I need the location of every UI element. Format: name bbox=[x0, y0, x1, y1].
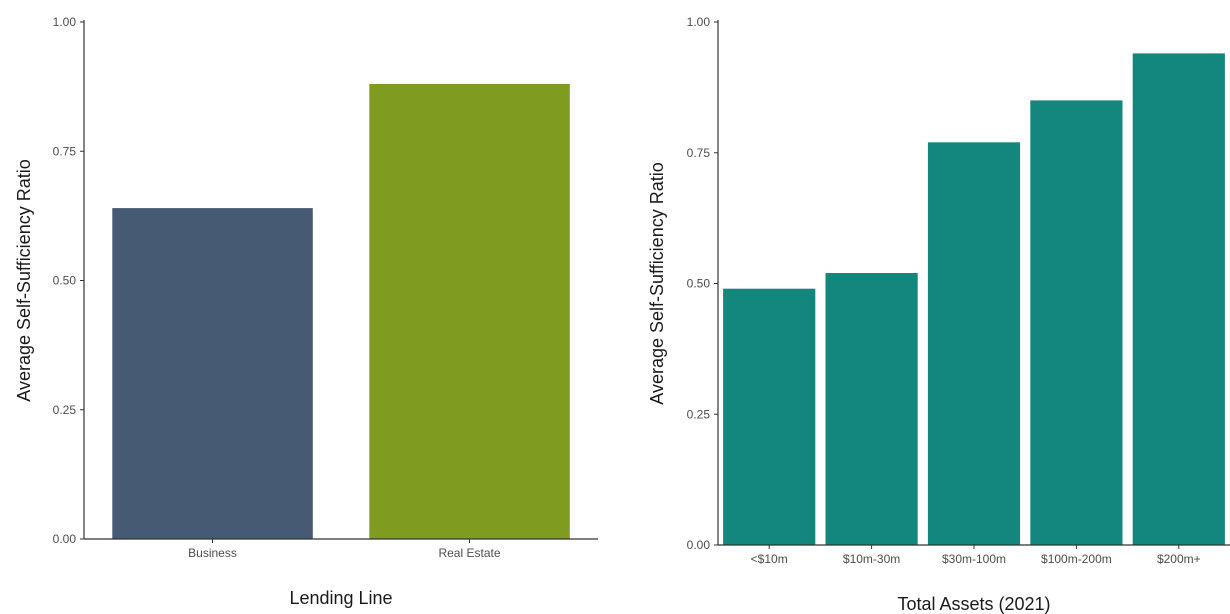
panel-2-bar-3 bbox=[927, 142, 1021, 546]
panel-1-bar-1 bbox=[112, 208, 313, 539]
panel-2-bar-5 bbox=[1132, 53, 1225, 546]
panel-2-x-tick-label-2: $10m-30m bbox=[843, 552, 900, 566]
panel-1-y-tick-label-3: 0.50 bbox=[53, 274, 77, 288]
panel-1-x-axis-title: Lending Line bbox=[289, 588, 392, 608]
panel-1-x-tick-label-2: Real Estate bbox=[438, 546, 500, 560]
panel-1-y-tick-label-2: 0.25 bbox=[53, 403, 77, 417]
panel-2-bar-4 bbox=[1030, 100, 1123, 546]
panel-1-bar-2 bbox=[369, 84, 570, 539]
panel-2-bar-1 bbox=[723, 288, 816, 545]
panel-1-y-tick-label-4: 0.75 bbox=[53, 144, 77, 158]
panel-2-x-tick-label-3: $30m-100m bbox=[942, 552, 1006, 566]
panel-1-y-axis-title: Average Self-Sufficiency Ratio bbox=[14, 159, 34, 401]
panel-2-bar-2 bbox=[825, 273, 918, 545]
panel-2-y-tick-label-5: 1.00 bbox=[687, 15, 711, 29]
panel-2-y-tick-label-4: 0.75 bbox=[687, 146, 711, 160]
panel-2-x-tick-label-5: $200m+ bbox=[1157, 552, 1201, 566]
panel-1-y-tick-label-5: 1.00 bbox=[53, 15, 77, 29]
panel-1-y-tick-label-1: 0.00 bbox=[53, 532, 77, 546]
panel-2-y-tick-label-2: 0.25 bbox=[687, 407, 711, 421]
panel-2-y-tick-label-1: 0.00 bbox=[687, 538, 711, 552]
panel-2-y-tick-label-3: 0.50 bbox=[687, 277, 711, 291]
panel-2-x-axis-title: Total Assets (2021) bbox=[897, 594, 1050, 614]
panel-2-y-axis-title: Average Self-Sufficiency Ratio bbox=[647, 162, 667, 404]
panel-2-x-tick-label-1: <$10m bbox=[751, 552, 788, 566]
panel-2-x-tick-label-4: $100m-200m bbox=[1041, 552, 1112, 566]
panel-1-x-tick-label-1: Business bbox=[188, 546, 237, 560]
